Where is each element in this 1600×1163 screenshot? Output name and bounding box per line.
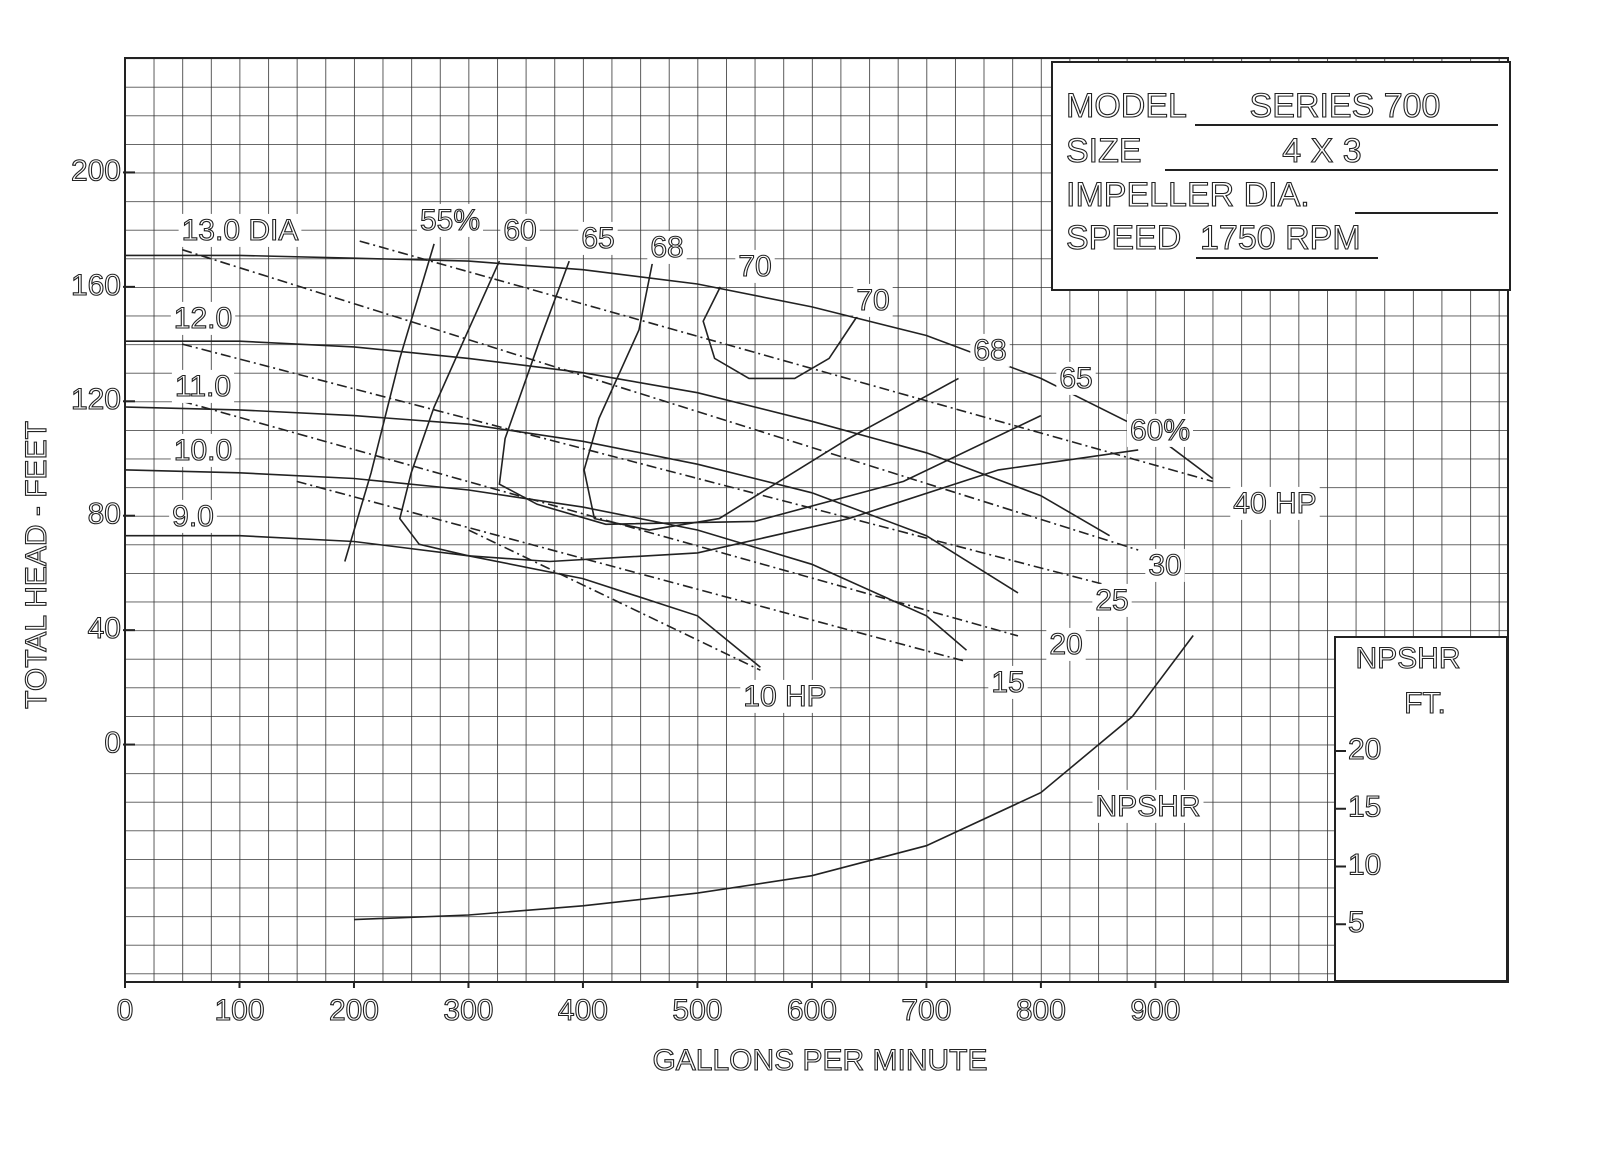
- y-axis-title: TOTAL HEAD - FEET: [20, 421, 53, 709]
- curve: [702, 286, 859, 380]
- curve: [468, 529, 761, 671]
- curve: [181, 400, 1019, 637]
- npshr-panel: [1334, 636, 1508, 982]
- curve-label: 25: [1095, 584, 1128, 617]
- curve: [125, 254, 1214, 480]
- label-background: [171, 369, 235, 403]
- x-tick-label: 200: [329, 994, 379, 1027]
- curve-label: 70: [738, 250, 771, 283]
- curve-label: 65: [1059, 362, 1092, 395]
- x-tick-label: 100: [214, 994, 264, 1027]
- curve: [583, 255, 959, 531]
- curve: [359, 240, 1213, 483]
- x-tick-label: 0: [117, 994, 134, 1027]
- label-background: [1145, 548, 1185, 582]
- x-tick-label: 600: [787, 994, 837, 1027]
- y2-tick-label: 10: [1348, 848, 1381, 881]
- info-label: MODEL: [1066, 87, 1187, 125]
- y-tick-label: 120: [71, 383, 121, 416]
- curve: [353, 635, 1194, 921]
- curve-label: 65: [581, 222, 614, 255]
- x-tick-label: 500: [672, 994, 722, 1027]
- curve: [124, 469, 968, 651]
- label-background: [740, 679, 830, 713]
- label-background: [988, 665, 1028, 699]
- y-tick-label: 160: [71, 269, 121, 302]
- curve-label: 20: [1049, 628, 1082, 661]
- x-tick-label: 300: [443, 994, 493, 1027]
- y2-tick-label: 20: [1348, 733, 1381, 766]
- x-axis-title: GALLONS PER MINUTE: [652, 1044, 987, 1077]
- info-label: SIZE: [1066, 132, 1142, 170]
- label-background: [178, 213, 302, 247]
- y-tick-label: 80: [88, 498, 121, 531]
- info-frame: [1051, 61, 1511, 291]
- curve-label: 40 HP: [1233, 487, 1316, 520]
- y2-tick-label: 15: [1348, 791, 1381, 824]
- curve-label: 11.0: [175, 370, 231, 403]
- curve-label: 55%: [420, 204, 480, 237]
- label-background: [500, 213, 540, 247]
- label-background: [1056, 361, 1096, 395]
- label-background: [1230, 486, 1320, 520]
- label-background: [1046, 627, 1086, 661]
- y-tick-label: 40: [88, 612, 121, 645]
- info-value: 1750 RPM: [1200, 219, 1361, 257]
- info-label: IMPELLER DIA.: [1066, 176, 1310, 214]
- label-background: [970, 333, 1010, 367]
- label-background: [416, 203, 484, 237]
- info-value: SERIES 700: [1250, 87, 1441, 125]
- curve: [344, 243, 435, 562]
- label-background: [853, 283, 893, 317]
- info-value: 4 X 3: [1282, 132, 1361, 170]
- label-background: [578, 221, 618, 255]
- curve-label: 60: [503, 214, 536, 247]
- curve-label: 15: [991, 666, 1024, 699]
- x-tick-label: 700: [901, 994, 951, 1027]
- curve-label: 10 HP: [743, 680, 826, 713]
- label-background: [169, 499, 217, 533]
- x-tick-label: 900: [1130, 994, 1180, 1027]
- y2-tick-label: 5: [1348, 906, 1365, 939]
- curve-label: 12.0: [174, 302, 232, 335]
- curve: [124, 406, 1019, 594]
- curve-label: 60%: [1130, 414, 1190, 447]
- curve-label: 9.0: [172, 500, 214, 533]
- y-tick-label: 0: [104, 726, 121, 759]
- y2-axis-title: FT.: [1404, 687, 1446, 720]
- label-background: [1092, 789, 1204, 823]
- label-background: [170, 433, 236, 467]
- label-background: [735, 249, 775, 283]
- label-background: [1126, 413, 1194, 447]
- y-tick-label: 200: [71, 154, 121, 187]
- curve: [296, 480, 967, 663]
- curve: [498, 260, 1042, 526]
- x-tick-label: 400: [558, 994, 608, 1027]
- y2-axis-title: NPSHR: [1355, 642, 1460, 675]
- x-tick-label: 800: [1016, 994, 1066, 1027]
- curve-label: 68: [973, 334, 1006, 367]
- label-background: [647, 230, 687, 264]
- curve-label: 68: [650, 231, 683, 264]
- curve: [398, 260, 1139, 563]
- curve-label: NPSHR: [1095, 790, 1200, 823]
- label-background: [1092, 583, 1132, 617]
- curve: [181, 248, 1139, 551]
- curve-label: 10.0: [174, 434, 232, 467]
- curve-label: 70: [856, 284, 889, 317]
- curve-label: 13.0 DIA: [182, 214, 299, 247]
- info-label: SPEED: [1066, 219, 1181, 257]
- info-box: MODEL SERIES 700 SIZE 4 X 3 IMPELLER DIA…: [1051, 61, 1511, 291]
- label-background: [170, 301, 236, 335]
- curve-label: 30: [1148, 549, 1181, 582]
